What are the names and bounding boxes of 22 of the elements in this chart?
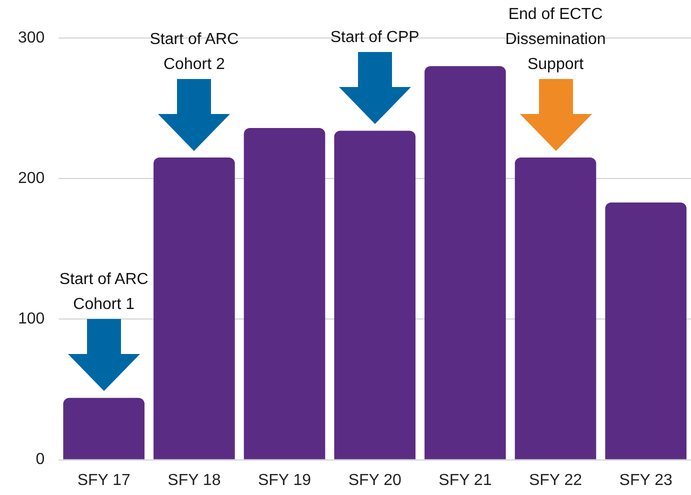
x-tick-label: SFY 19 [258,472,312,489]
bar [154,158,235,460]
bar [63,398,145,460]
y-tick-label: 300 [18,29,45,46]
bar [334,130,416,460]
annotation: End of ECTC Dissemination Support [504,4,607,75]
x-tick-label: SFY 23 [619,472,672,489]
x-tick-label: SFY 17 [77,472,130,489]
y-tick-label: 200 [18,170,45,188]
x-tick-label: SFY 18 [168,472,221,489]
bar [514,158,596,460]
bar [244,128,326,460]
bar [424,66,506,460]
y-tick-label: 0 [36,451,45,468]
annotation: Start of ARC Cohort 1 [59,270,148,313]
x-tick-label: SFY 22 [528,472,582,489]
annotation: Start of CPP [329,28,420,48]
x-tick-label: SFY 20 [348,472,402,489]
annotation: Start of ARC Cohort 2 [148,30,240,75]
x-tick-label: SFY 21 [438,472,492,489]
y-tick-label: 100 [18,310,45,328]
bar [605,202,686,460]
